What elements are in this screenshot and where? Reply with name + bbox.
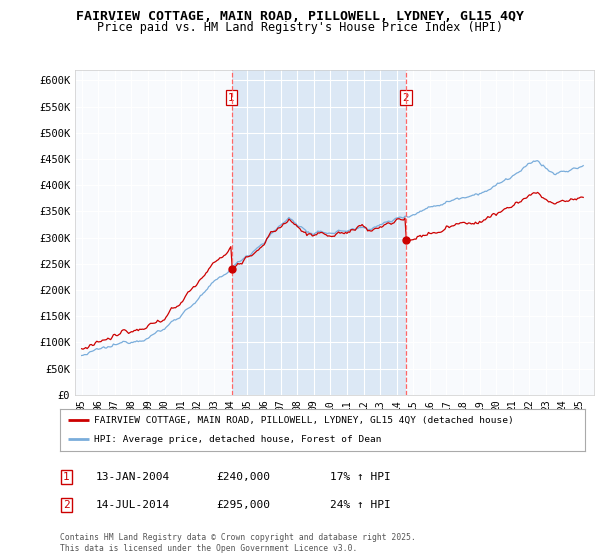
- Text: FAIRVIEW COTTAGE, MAIN ROAD, PILLOWELL, LYDNEY, GL15 4QY (detached house): FAIRVIEW COTTAGE, MAIN ROAD, PILLOWELL, …: [94, 416, 514, 424]
- Text: HPI: Average price, detached house, Forest of Dean: HPI: Average price, detached house, Fore…: [94, 435, 382, 444]
- Text: 17% ↑ HPI: 17% ↑ HPI: [330, 472, 391, 482]
- Text: 2: 2: [63, 500, 70, 510]
- Text: FAIRVIEW COTTAGE, MAIN ROAD, PILLOWELL, LYDNEY, GL15 4QY: FAIRVIEW COTTAGE, MAIN ROAD, PILLOWELL, …: [76, 10, 524, 22]
- Text: 1: 1: [63, 472, 70, 482]
- Text: 24% ↑ HPI: 24% ↑ HPI: [330, 500, 391, 510]
- Text: 14-JUL-2014: 14-JUL-2014: [96, 500, 170, 510]
- Text: 13-JAN-2004: 13-JAN-2004: [96, 472, 170, 482]
- Bar: [232, 70, 406, 395]
- Text: Contains HM Land Registry data © Crown copyright and database right 2025.
This d: Contains HM Land Registry data © Crown c…: [60, 533, 416, 553]
- Text: 2: 2: [403, 92, 409, 102]
- Text: Price paid vs. HM Land Registry's House Price Index (HPI): Price paid vs. HM Land Registry's House …: [97, 21, 503, 34]
- Text: 1: 1: [228, 92, 235, 102]
- Text: £240,000: £240,000: [216, 472, 270, 482]
- Text: £295,000: £295,000: [216, 500, 270, 510]
